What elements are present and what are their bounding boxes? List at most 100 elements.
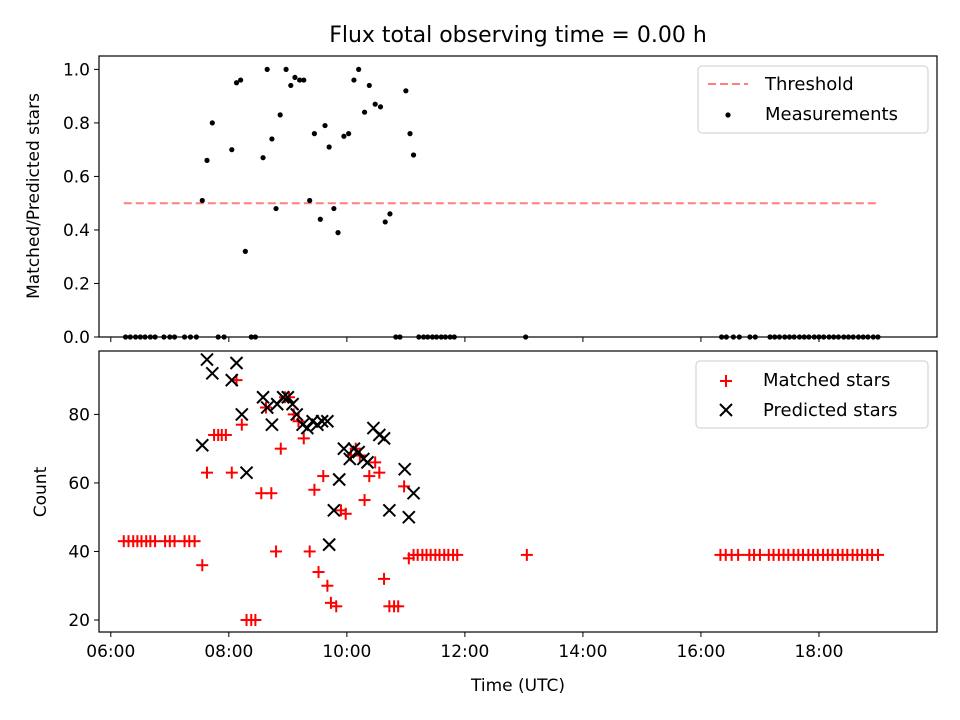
top-y-tick-label: 0.8 [63,114,90,134]
measurement-point [277,112,283,118]
measurement-point [346,131,352,137]
x-tick-label: 10:00 [322,642,371,662]
measurement-point [377,104,384,110]
predicted-legend-marker [719,403,733,417]
matched-star-point [297,432,310,445]
bottom-y-tick-label: 40 [68,542,90,562]
matched-star-point [270,545,283,558]
bottom-y-tick-label: 20 [68,611,90,631]
x-tick-label: 18:00 [794,642,843,662]
top-y-axis-label: Matched/Predicted stars [24,93,44,299]
predicted-star-point [281,390,295,404]
top-axes-frame [98,55,938,338]
matched-star-point [373,466,386,479]
predicted-star-point [377,431,391,446]
measurement-point [288,82,294,89]
predicted-star-point [327,503,341,518]
measurement-point [403,88,409,94]
bottom-y-tick-label: 80 [68,405,90,425]
bottom-x-ticks: 06:00 08:00 10:00 12:00 14:00 16:00 18:00 [86,632,843,662]
matched-star-point [196,559,209,572]
measurement-point [283,66,289,72]
x-tick-label: 14:00 [558,642,607,662]
predicted-star-point [406,486,421,500]
predicted-star-point [205,366,220,380]
measurements-legend-marker [725,112,731,118]
predicted-star-point [285,397,300,411]
predicted-star-point [382,503,397,518]
predicted-star-point [276,390,290,404]
measurement-point [269,136,275,142]
top-legend-box [697,65,929,134]
measurement-point [410,152,417,158]
measurement-point [356,66,362,72]
matched-star-point [871,548,884,561]
matched-star-point [398,480,411,493]
matched-star-point [321,579,334,592]
matched-star-point [225,466,238,479]
measurement-point [242,248,248,254]
measurement-point [260,155,266,161]
x-axis-label: Time (UTC) [470,676,565,696]
matched-star-point [255,487,268,500]
bottom-axes-frame [98,350,938,633]
measurement-point [297,77,303,83]
measurement-point [301,77,307,83]
measurement-point [372,101,378,107]
matched-star-point [168,535,181,548]
measurement-point [199,197,205,204]
x-tick-label: 06:00 [86,642,135,662]
x-tick-label: 08:00 [204,642,253,662]
top-y-tick-label: 0.0 [63,328,90,348]
matched-star-point [392,600,405,613]
matched-star-point [520,548,533,561]
matched-star-point [358,494,371,507]
matched-star-point [274,442,287,455]
matched-star-point [317,470,330,483]
predicted-star-point [225,373,239,387]
matched-legend-marker [720,375,732,387]
matched-star-point [188,535,201,548]
measurement-point [341,133,347,139]
measurement-point [317,216,323,222]
matched-star-point [219,428,232,441]
predicted-star-point [200,352,214,367]
predicted-star-point [402,510,416,524]
bottom-legend: Matched stars Predicted stars [695,360,929,429]
measurement-point [238,77,244,83]
measurement-point [361,109,368,115]
measurement-point [204,157,210,163]
predicted-star-point [265,417,279,432]
matched-star-point [200,466,213,479]
predicted-star-point [300,421,315,435]
measurement-point [292,74,298,81]
top-y-tick-label: 0.2 [63,274,90,294]
predicted-star-point [320,414,335,428]
measurement-point [209,120,215,126]
measurement-point [366,82,372,89]
top-legend: Threshold Measurements [697,65,929,134]
measurement-point [264,66,270,72]
predicted-star-point [260,400,274,415]
matched-star-point [249,614,262,627]
bottom-y-ticks: 20 40 60 80 [68,405,99,631]
predicted-star-point [351,445,366,459]
predicted-star-point [322,537,336,552]
matched-star-point [339,507,352,520]
predicted-star-point [315,414,329,428]
top-y-ticks: 0.0 0.2 0.4 0.6 0.8 1.0 [63,60,99,348]
matched-star-point [235,418,248,431]
top-panel: Flux total observing time = 0.00 h Match… [24,23,938,348]
x-tick-label: 16:00 [676,642,725,662]
measurement-point [382,219,388,225]
predicted-star-point [229,356,244,370]
matched-star-point [330,600,343,613]
chart-title: Flux total observing time = 0.00 h [329,23,707,48]
measurement-point [311,131,318,137]
matched-star-point [369,456,382,469]
bottom-legend-box [695,360,929,429]
matched-star-point [303,545,316,558]
top-y-tick-label: 0.4 [63,221,90,241]
measurement-point [331,205,337,212]
matched-star-point [378,572,391,585]
